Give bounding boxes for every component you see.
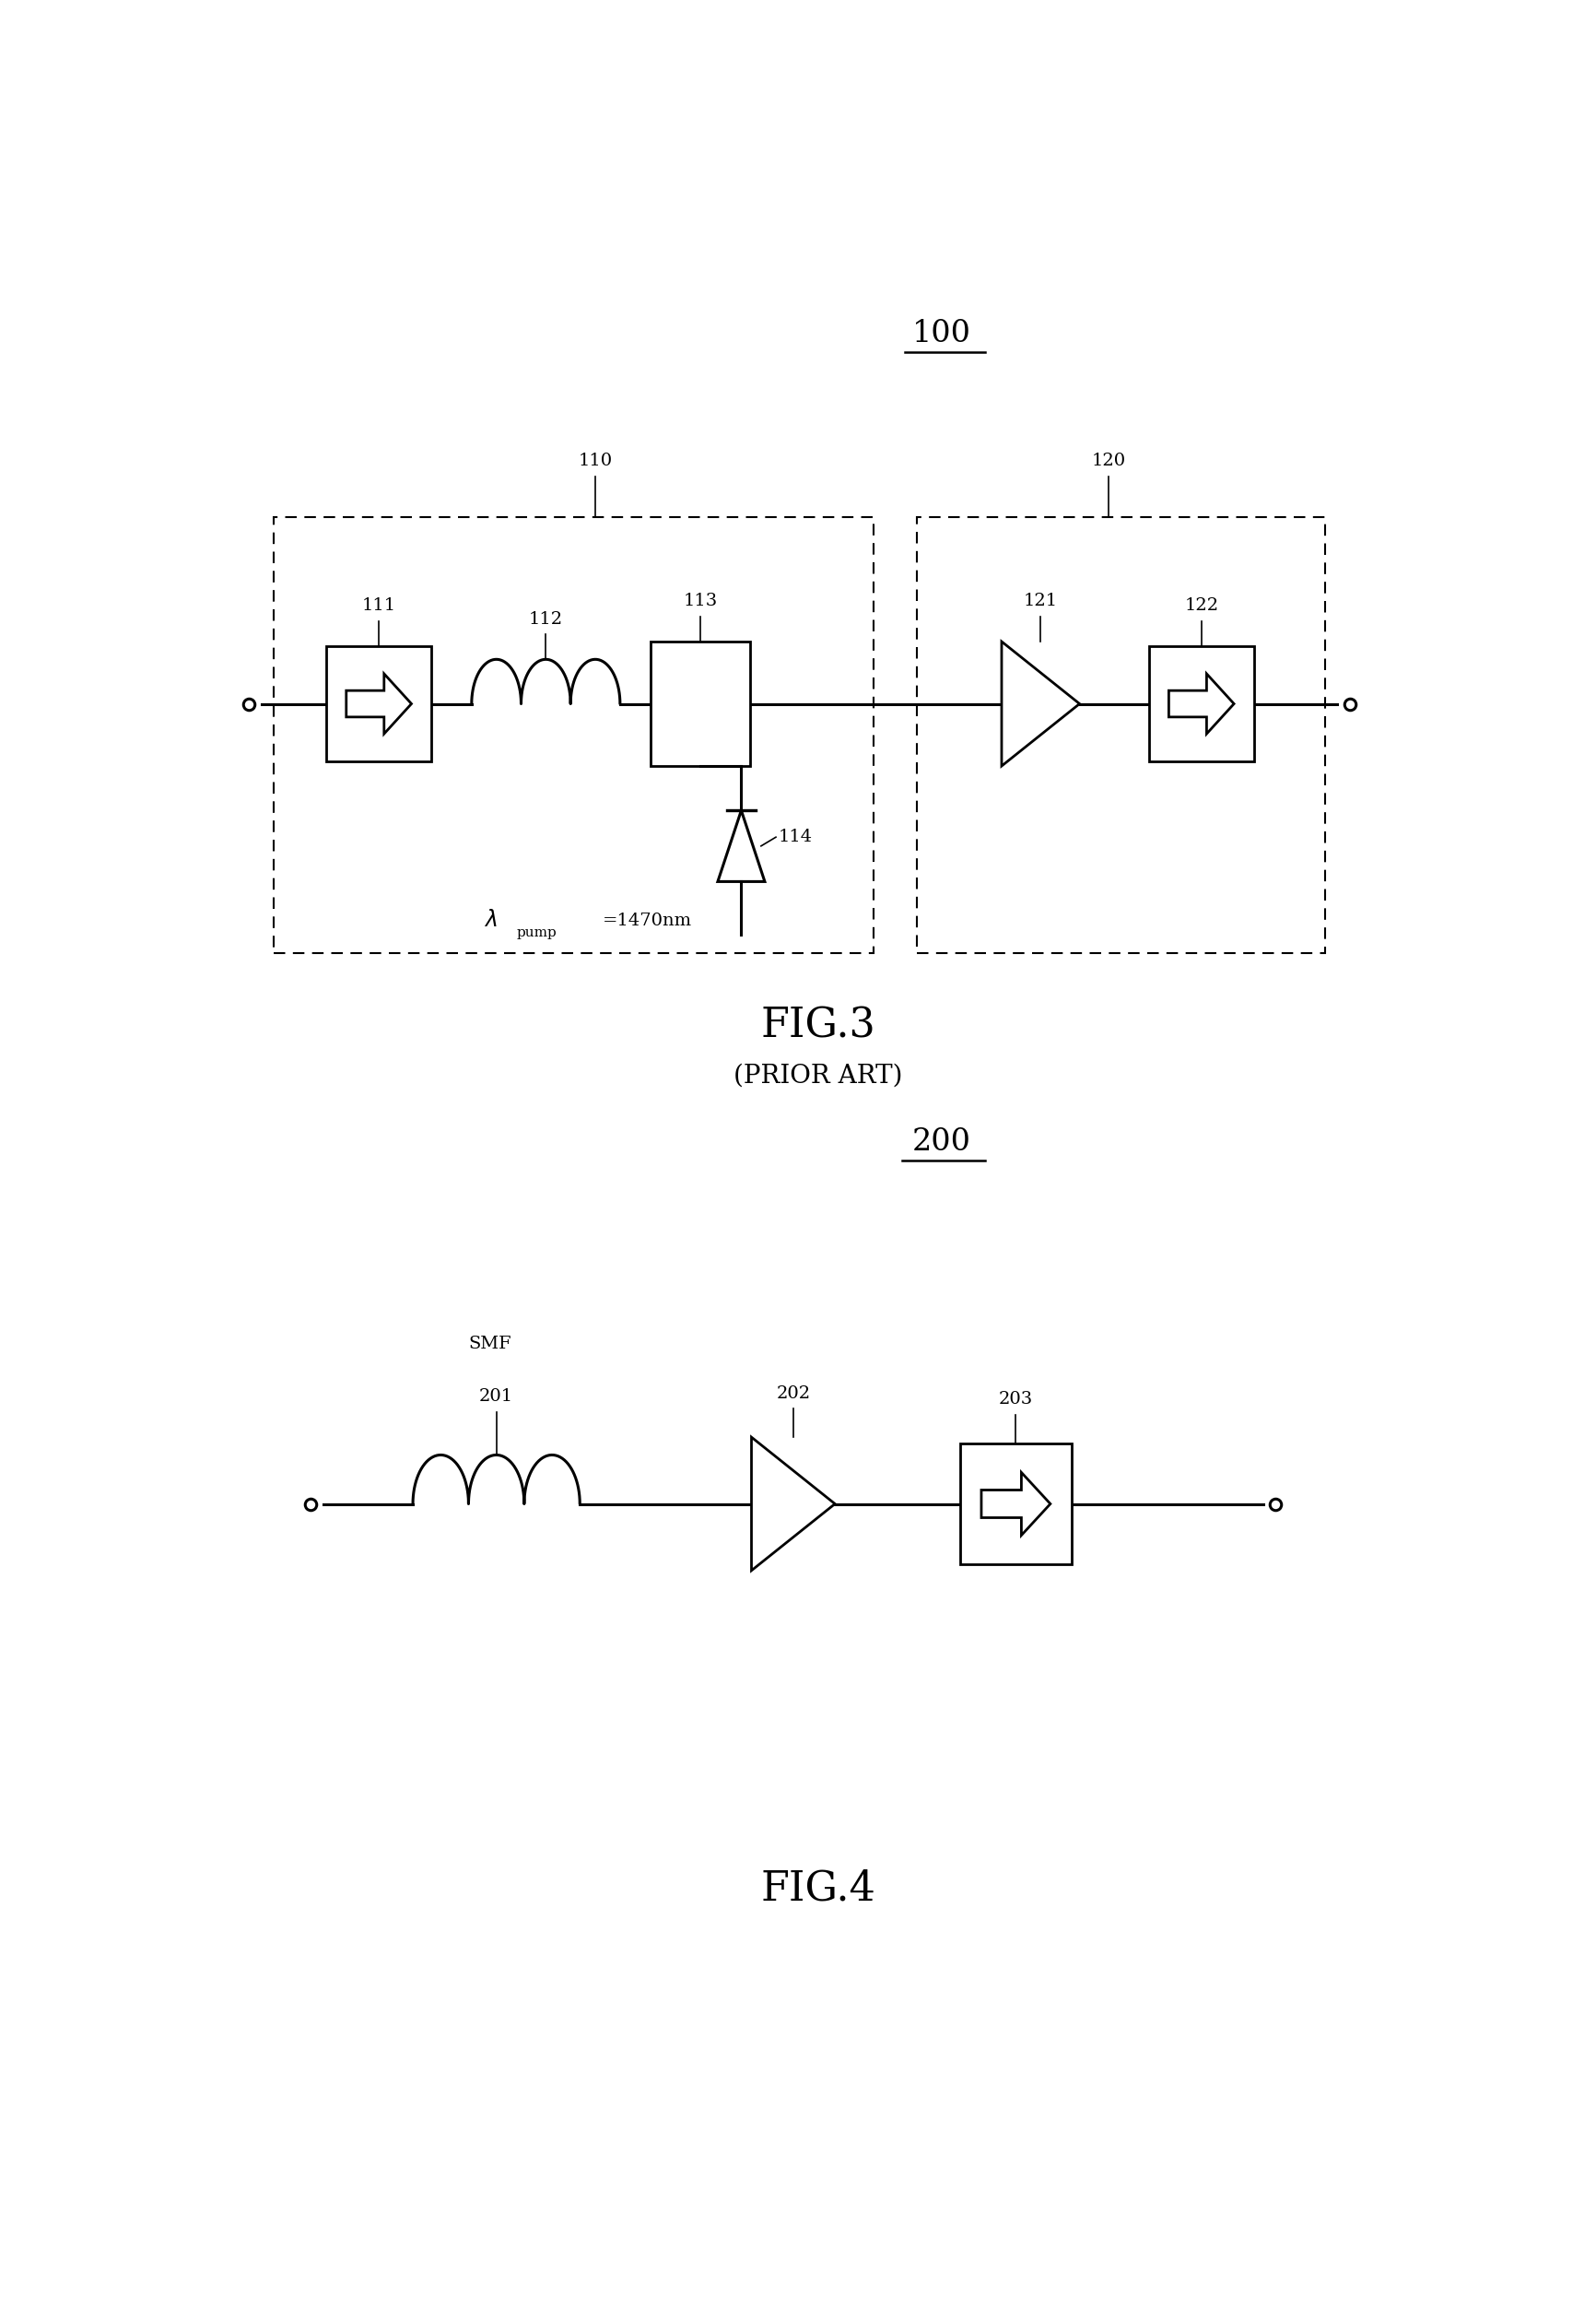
Text: SMF: SMF [469, 1335, 512, 1351]
Text: FIG.4: FIG.4 [760, 1868, 876, 1907]
Polygon shape [1168, 674, 1234, 734]
Bar [1149, 647, 1254, 762]
Polygon shape [1002, 642, 1079, 767]
Text: 203: 203 [999, 1392, 1033, 1408]
Text: 114: 114 [779, 829, 812, 845]
Text: 112: 112 [528, 612, 563, 628]
Text: 202: 202 [776, 1385, 811, 1402]
Text: 200: 200 [913, 1127, 970, 1157]
Text: =1470nm: =1470nm [603, 912, 693, 928]
Text: 110: 110 [578, 453, 613, 469]
Bar [326, 647, 431, 762]
Bar [961, 1443, 1071, 1563]
Text: FIG.3: FIG.3 [760, 1007, 876, 1046]
Bar [275, 517, 873, 954]
Text: 201: 201 [479, 1388, 514, 1406]
Text: 122: 122 [1184, 598, 1218, 614]
Polygon shape [718, 810, 764, 882]
Text: pump: pump [516, 926, 557, 940]
Text: 111: 111 [362, 598, 396, 614]
Bar [916, 517, 1325, 954]
Text: 113: 113 [683, 593, 718, 610]
Text: (PRIOR ART): (PRIOR ART) [734, 1062, 902, 1088]
Polygon shape [752, 1436, 835, 1570]
Polygon shape [346, 674, 412, 734]
Text: 100: 100 [913, 319, 970, 349]
Polygon shape [982, 1473, 1050, 1535]
Text: 120: 120 [1092, 453, 1125, 469]
Text: 121: 121 [1023, 593, 1058, 610]
Text: $\lambda$: $\lambda$ [484, 910, 498, 931]
Bar [651, 642, 750, 767]
